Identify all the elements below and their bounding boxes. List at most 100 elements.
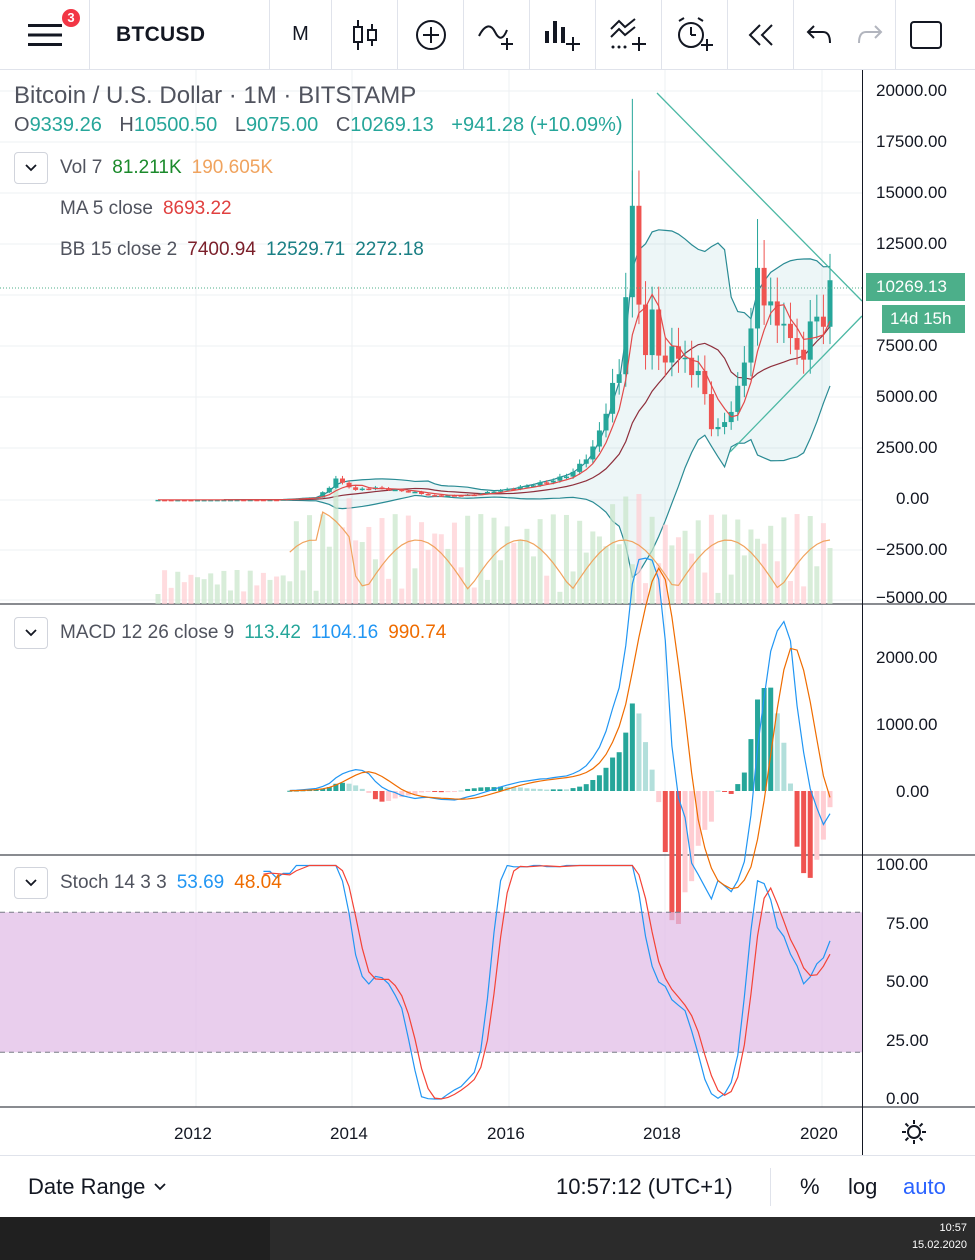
chart-canvas[interactable] xyxy=(0,0,975,1155)
alert-button[interactable] xyxy=(662,0,728,70)
volume-bar xyxy=(372,559,378,604)
candle-body xyxy=(227,499,233,502)
indicators-button[interactable] xyxy=(464,0,530,70)
candle-body xyxy=(491,491,497,494)
volume-bar xyxy=(260,572,266,604)
redo-button[interactable] xyxy=(844,0,896,70)
indicator-ma[interactable]: MA 5 close 8693.22 xyxy=(60,198,242,220)
time-axis-label: 2014 xyxy=(330,1124,368,1143)
compare-button[interactable] xyxy=(398,0,464,70)
financials-button[interactable] xyxy=(530,0,596,70)
interval-button[interactable]: M xyxy=(270,0,332,70)
auto-scale-toggle[interactable]: auto xyxy=(903,1173,946,1199)
undo-button[interactable] xyxy=(794,0,844,70)
symbol-search-button[interactable]: BTCUSD xyxy=(90,0,270,70)
price-axis-label: 2500.00 xyxy=(876,438,938,457)
candle-body xyxy=(504,488,510,491)
candle-body xyxy=(695,370,701,376)
undo-icon xyxy=(806,24,831,43)
volume-bar xyxy=(827,548,833,604)
volume-bar xyxy=(695,520,701,604)
volume-bar xyxy=(675,537,681,604)
collapse-stoch-button[interactable] xyxy=(14,867,48,899)
volume-bar xyxy=(603,546,609,604)
redo-icon xyxy=(857,24,882,43)
stoch-axis-label: 100.00 xyxy=(876,855,928,874)
volume-bar xyxy=(498,560,504,604)
volume-bar xyxy=(544,575,550,604)
log-scale-toggle[interactable]: log xyxy=(848,1173,878,1199)
candle-body xyxy=(432,495,438,497)
candle-body xyxy=(649,309,655,356)
date-range-button[interactable]: Date Range xyxy=(28,1174,167,1200)
chart-style-button[interactable] xyxy=(332,0,398,70)
bar-countdown-tag: 14d 15h xyxy=(882,305,965,333)
templates-button[interactable] xyxy=(596,0,662,70)
candle-body xyxy=(517,486,523,490)
volume-bar xyxy=(465,515,471,604)
replay-button[interactable] xyxy=(728,0,794,70)
candle-body xyxy=(669,346,675,363)
volume-bar xyxy=(471,587,477,604)
menu-button[interactable]: 3 xyxy=(0,0,90,70)
settings-button[interactable] xyxy=(900,1118,928,1151)
macd-histogram-bar xyxy=(465,788,471,791)
high-value: H10500.50 xyxy=(119,114,218,136)
macd-histogram-bar xyxy=(438,791,444,793)
volume-bar xyxy=(379,518,385,604)
chevron-down-icon xyxy=(25,629,37,637)
volume-bar xyxy=(438,534,444,604)
macd-histogram-bar xyxy=(722,791,728,792)
candle-body xyxy=(583,459,589,464)
volume-bar xyxy=(735,519,741,604)
volume-bar xyxy=(386,578,392,604)
candle-body xyxy=(201,499,207,502)
ohlc-values: O9339.26 H10500.50 L9075.00 C10269.13 +9… xyxy=(14,114,629,137)
price-axis-label: −2500.00 xyxy=(876,540,948,559)
os-time: 10:57 xyxy=(939,1222,967,1234)
macd-histogram-bar xyxy=(662,791,668,853)
candle-body xyxy=(353,487,359,490)
indicator-macd[interactable]: MACD 12 26 close 9 113.42 1104.16 990.74 xyxy=(14,617,456,649)
macd-histogram-bar xyxy=(313,789,319,791)
candle-body xyxy=(399,489,405,492)
candle-body xyxy=(675,346,681,359)
volume-bar xyxy=(748,529,754,604)
volume-bar xyxy=(280,575,286,604)
volume-bar xyxy=(689,553,695,604)
candles-icon xyxy=(352,19,377,50)
candle-body xyxy=(722,422,728,427)
stoch-name: Stoch 14 3 3 xyxy=(60,872,167,893)
indicator-vol[interactable]: Vol 7 81.211K 190.605K xyxy=(14,152,283,184)
timezone-clock[interactable]: 10:57:12 (UTC+1) xyxy=(556,1173,733,1199)
macd-line xyxy=(289,557,831,901)
collapse-macd-button[interactable] xyxy=(14,617,48,649)
candle-body xyxy=(708,394,714,430)
percent-scale-toggle[interactable]: % xyxy=(800,1173,820,1199)
stoch-band-fill xyxy=(0,912,862,1053)
candle-body xyxy=(702,370,708,395)
candle-body xyxy=(557,476,563,481)
macd-histogram-bar xyxy=(774,713,780,791)
indicator-stoch[interactable]: Stoch 14 3 3 53.69 48.04 xyxy=(14,867,292,899)
volume-bar xyxy=(412,568,418,604)
bb-lower-value: 2272.18 xyxy=(355,239,424,260)
trendline-upper xyxy=(656,92,863,302)
candle-body xyxy=(596,430,602,447)
vol-name: Vol 7 xyxy=(60,157,103,178)
candle-body xyxy=(484,491,490,494)
price-axis-label: 0.00 xyxy=(896,489,930,508)
stoch-k-line xyxy=(263,864,831,1100)
indicators-icon xyxy=(477,25,513,50)
volume-bar xyxy=(405,515,411,604)
macd-histogram-bar xyxy=(715,790,721,792)
price-axis-label: 7500.00 xyxy=(876,336,938,355)
macd-name: MACD 12 26 close 9 xyxy=(60,622,235,643)
indicator-bb[interactable]: BB 15 close 2 7400.94 12529.71 2272.18 xyxy=(60,239,434,261)
fullscreen-button[interactable] xyxy=(896,0,956,70)
volume-bar xyxy=(662,524,668,604)
volume-bar xyxy=(168,587,174,604)
volume-bar xyxy=(214,584,220,604)
divider xyxy=(770,1168,771,1206)
collapse-legend-button[interactable] xyxy=(14,152,48,184)
